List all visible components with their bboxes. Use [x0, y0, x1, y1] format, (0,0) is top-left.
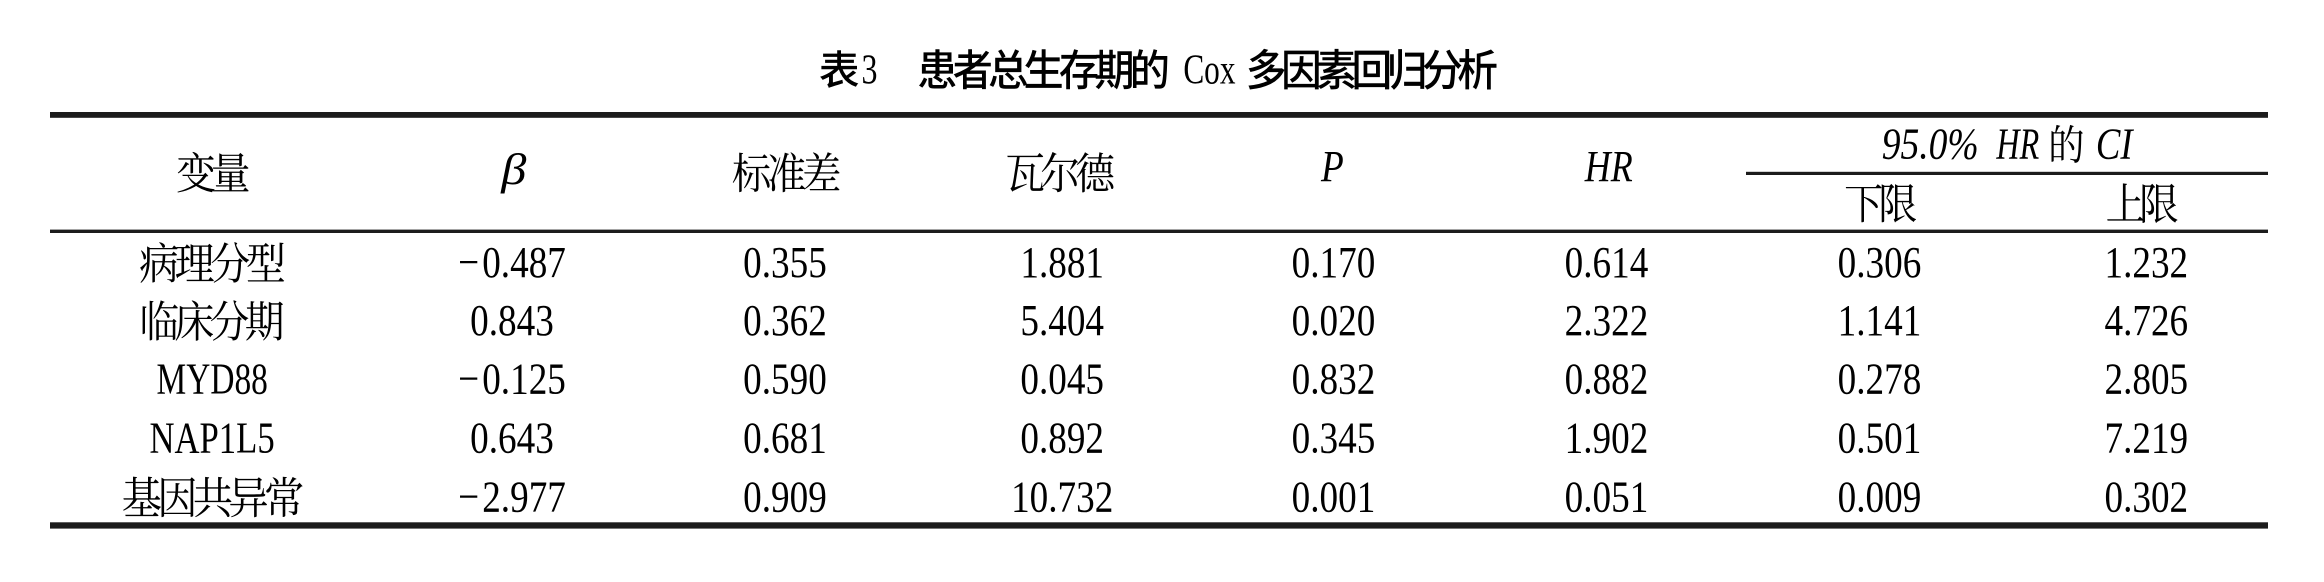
svg-text:2.805: 2.805 — [2104, 353, 2188, 403]
svg-text:− 0.125: − 0.125 — [458, 353, 566, 403]
svg-text:P: P — [1320, 141, 1344, 191]
svg-text:2.322: 2.322 — [1565, 295, 1649, 345]
svg-text:95.0%: 95.0% — [1882, 119, 1979, 169]
svg-text:5.404: 5.404 — [1020, 295, 1104, 345]
svg-text:CI: CI — [2096, 119, 2135, 168]
svg-text:0.302: 0.302 — [2104, 471, 2188, 521]
svg-text:0.009: 0.009 — [1838, 471, 1922, 521]
svg-text:− 2.977: − 2.977 — [458, 471, 566, 521]
svg-text:1.141: 1.141 — [1838, 295, 1922, 345]
svg-text:0.643: 0.643 — [470, 412, 554, 462]
svg-text:NAP1L5: NAP1L5 — [149, 412, 274, 462]
svg-text:β: β — [500, 146, 526, 195]
svg-text:0.051: 0.051 — [1565, 471, 1649, 521]
svg-text:0.020: 0.020 — [1292, 295, 1376, 345]
svg-text:1.902: 1.902 — [1565, 412, 1649, 462]
svg-text:0.843: 0.843 — [470, 295, 554, 345]
svg-text:0.614: 0.614 — [1565, 237, 1649, 287]
svg-text:7.219: 7.219 — [2104, 412, 2188, 462]
svg-text:0.681: 0.681 — [743, 412, 827, 462]
svg-text:4.726: 4.726 — [2104, 295, 2188, 345]
svg-text:0.170: 0.170 — [1292, 237, 1376, 287]
svg-text:0.278: 0.278 — [1838, 353, 1922, 403]
svg-text:0.306: 0.306 — [1838, 237, 1922, 287]
svg-text:1.881: 1.881 — [1020, 237, 1104, 287]
svg-text:0.045: 0.045 — [1020, 353, 1104, 403]
svg-text:0.355: 0.355 — [743, 237, 827, 287]
svg-text:MYD88: MYD88 — [157, 354, 268, 404]
svg-text:10.732: 10.732 — [1011, 471, 1113, 521]
svg-text:0.362: 0.362 — [743, 295, 827, 345]
svg-text:1.232: 1.232 — [2104, 237, 2188, 287]
svg-text:− 0.487: − 0.487 — [458, 237, 566, 287]
svg-text:0.590: 0.590 — [743, 353, 827, 403]
svg-text:0.501: 0.501 — [1838, 412, 1922, 462]
svg-text:HR: HR — [1584, 141, 1633, 191]
svg-text:0.832: 0.832 — [1292, 353, 1376, 403]
svg-text:3: 3 — [862, 47, 878, 93]
svg-text:HR: HR — [1996, 120, 2040, 169]
svg-text:0.345: 0.345 — [1292, 412, 1376, 462]
svg-text:0.001: 0.001 — [1292, 471, 1376, 521]
svg-text:Cox: Cox — [1183, 47, 1236, 93]
svg-text:0.882: 0.882 — [1565, 353, 1649, 403]
svg-text:0.892: 0.892 — [1020, 412, 1104, 462]
svg-text:0.909: 0.909 — [743, 471, 827, 521]
